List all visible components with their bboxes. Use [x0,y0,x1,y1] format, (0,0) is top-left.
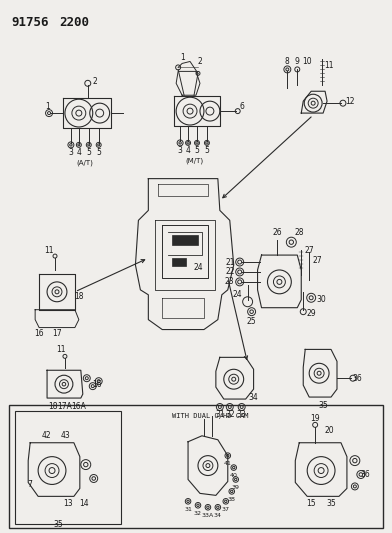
Text: 4: 4 [186,147,191,155]
Text: 5: 5 [96,148,101,157]
Text: 13: 13 [63,499,73,508]
Text: 91756: 91756 [11,16,49,29]
Text: 27: 27 [312,255,322,264]
Text: 5: 5 [205,147,209,155]
Text: 37: 37 [222,507,230,512]
Text: 11: 11 [56,345,66,354]
Text: 2200: 2200 [59,16,89,29]
Text: 26: 26 [272,228,282,237]
Text: 24: 24 [193,263,203,272]
Text: 23: 23 [225,277,234,286]
Text: 24: 24 [233,290,243,300]
Text: 35: 35 [318,400,328,409]
Text: 18: 18 [48,401,58,410]
Text: 20: 20 [324,426,334,435]
Text: 11: 11 [44,246,54,255]
Text: 10: 10 [302,57,312,66]
Text: 29: 29 [307,309,316,318]
Text: 1: 1 [180,53,185,62]
Text: 39: 39 [232,485,240,490]
Text: 27: 27 [304,246,314,255]
Text: (A/T): (A/T) [76,159,93,166]
Bar [9,405,383,528]
Text: 32: 32 [194,511,202,516]
Text: 6: 6 [239,102,244,111]
Text: 35: 35 [326,499,336,508]
Text: 21: 21 [225,257,234,266]
Text: 5: 5 [86,148,91,157]
Bar [15,411,120,524]
Text: 30: 30 [316,295,326,304]
Text: 32: 32 [225,410,234,419]
Text: 33A: 33A [202,513,214,518]
Text: 8: 8 [285,57,290,66]
Text: 7: 7 [28,480,33,489]
Text: 34: 34 [214,513,222,518]
Text: 2: 2 [198,57,202,66]
Text: 15: 15 [307,499,316,508]
Text: 2: 2 [93,77,97,86]
Text: 14: 14 [79,499,89,508]
Text: WITH DUAL O/HD CAM: WITH DUAL O/HD CAM [172,413,248,419]
Text: 4: 4 [76,148,81,157]
Text: 40: 40 [230,473,238,478]
Text: (M/T): (M/T) [185,158,203,164]
Text: 28: 28 [294,228,304,237]
Text: 16: 16 [34,329,44,338]
Text: 35: 35 [53,520,63,529]
Text: 33: 33 [237,410,247,419]
Text: 36: 36 [352,374,362,383]
Text: 3: 3 [178,147,183,155]
Text: 42: 42 [41,431,51,440]
Text: 9: 9 [295,57,300,66]
Text: 5: 5 [194,147,200,155]
Text: 16A: 16A [71,401,86,410]
Text: 34: 34 [249,393,258,401]
Text: 12: 12 [345,96,355,106]
Text: 38: 38 [228,497,236,502]
Text: 43: 43 [61,431,71,440]
Text: 19: 19 [310,415,320,423]
Text: 1: 1 [46,102,51,111]
Text: 22: 22 [225,268,234,277]
Text: 17A: 17A [58,401,73,410]
Text: 18: 18 [74,292,83,301]
Text: 31: 31 [215,410,225,419]
Text: 11: 11 [324,61,334,70]
Text: 17: 17 [52,329,62,338]
Text: 16: 16 [92,379,102,389]
Text: 3: 3 [69,148,73,157]
Text: 25: 25 [247,317,256,326]
Text: 41: 41 [224,461,232,466]
Text: 31: 31 [184,507,192,512]
Bar [172,258,186,266]
Text: 36: 36 [360,470,370,479]
Bar [172,235,198,245]
